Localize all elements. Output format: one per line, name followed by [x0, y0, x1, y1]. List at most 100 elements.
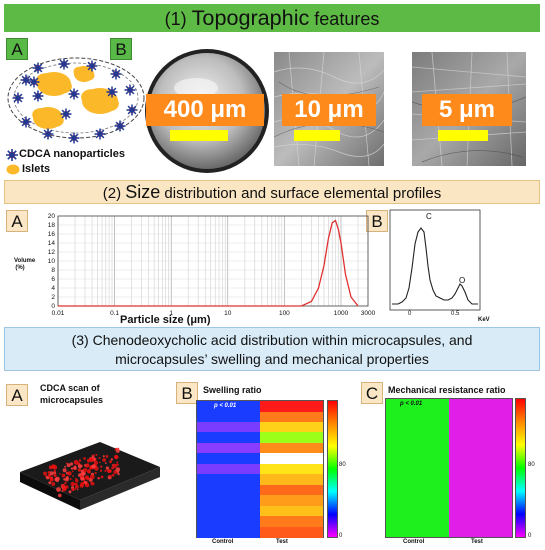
cdca-title-line-1: CDCA scan of	[40, 383, 100, 393]
edx-spectrum	[389, 209, 481, 311]
scale-label-5: 5 μm	[422, 94, 512, 126]
swelling-test-cell	[260, 516, 323, 528]
cdca-signal-dot	[108, 474, 112, 478]
cdca-signal-dot	[51, 482, 56, 486]
swelling-control-cell	[197, 401, 260, 412]
cdca-signal-dot	[75, 479, 79, 483]
psd-ytick-label: 8	[51, 267, 55, 274]
cdca-signal-dot	[61, 490, 64, 493]
cdca-signal-dot	[44, 475, 47, 478]
mechanical-xlabel-test: Test	[471, 539, 483, 545]
cdca-signal-dot	[54, 477, 59, 482]
cdca-signal-dot	[90, 482, 92, 484]
nanoparticle-icon	[32, 62, 44, 74]
cdca-signal-dot	[61, 473, 66, 478]
cdca-signal-dot	[107, 469, 112, 473]
swelling-scale-0: 0	[339, 533, 343, 539]
psd-xtick-label: 10	[224, 310, 232, 317]
swelling-control-cell	[197, 484, 260, 496]
mechanical-letter: C	[361, 382, 383, 404]
psd-ylabel: Volume (%)	[14, 258, 35, 272]
cdca-signal-dot	[75, 485, 79, 489]
nanoparticle-icon	[106, 86, 118, 98]
psd-ytick-label: 12	[48, 249, 56, 256]
cdca-signal-dot	[85, 463, 90, 468]
nanoparticle-icon	[58, 58, 70, 70]
cdca-signal-dot	[99, 461, 101, 464]
cdca-signal-dot	[74, 488, 77, 490]
swelling-control-cell	[197, 463, 260, 475]
section-2-main: Size	[125, 182, 161, 202]
cdca-signal-dot	[110, 458, 114, 461]
cdca-scan-image	[20, 442, 160, 510]
swelling-control-cell	[197, 411, 260, 423]
islet-legend-icon	[6, 164, 20, 175]
cdca-signal-dot	[97, 477, 100, 480]
edx-tick-0: 0	[408, 311, 412, 317]
section-2-rest: distribution and surface elemental profi…	[160, 185, 442, 202]
edx-peak-c: C	[426, 212, 432, 221]
swelling-test-cell	[260, 505, 323, 517]
nanoparticle-icon	[42, 128, 54, 140]
cdca-signal-dot	[62, 468, 67, 473]
size-letter-b: B	[366, 210, 388, 232]
psd-ytick-label: 4	[51, 285, 55, 292]
swelling-control-cell	[197, 453, 260, 465]
swelling-control-cell	[197, 442, 260, 454]
mechanical-xlabel-control: Control	[403, 539, 425, 545]
psd-ytick-label: 10	[48, 258, 56, 265]
cdca-signal-dot	[58, 493, 62, 498]
topo-letter-a: A	[6, 38, 28, 60]
cdca-signal-dot	[116, 470, 120, 474]
cdca-signal-dot	[104, 469, 107, 472]
psd-series-line	[58, 219, 359, 307]
cdca-signal-dot	[115, 448, 120, 453]
cdca-signal-dot	[111, 473, 115, 477]
scale-bar-10	[294, 130, 340, 141]
cdca-signal-dot	[83, 457, 86, 460]
psd-ytick-label: 14	[48, 240, 56, 247]
cdca-signal-dot	[62, 487, 67, 492]
nanoparticle-icon	[32, 90, 44, 102]
psd-ylabel-text: Volume (%)	[14, 258, 36, 271]
psd-ytick-label: 20	[48, 213, 56, 220]
cdca-signal-dot	[64, 465, 67, 468]
scale-label-400: 400 μm	[146, 94, 264, 126]
cdca-signal-dot	[116, 463, 119, 466]
nanoparticle-icon	[124, 84, 136, 96]
cdca-signal-dot	[70, 467, 74, 470]
edx-tick-05: 0.5	[451, 311, 460, 317]
section-2-prefix: (2)	[102, 185, 126, 202]
cdca-signal-dot	[105, 466, 110, 470]
mechanical-scale-80: 80	[528, 462, 535, 468]
swelling-test-cell	[260, 495, 323, 507]
nanoparticle-icon	[68, 88, 80, 100]
topo-letter-b: B	[110, 38, 132, 60]
nanoparticle-icon	[114, 120, 126, 132]
cdca-signal-dot	[56, 487, 61, 492]
swelling-test-column	[260, 401, 323, 538]
section-3-banner: (3) Chenodeoxycholic acid distribution w…	[4, 327, 540, 371]
swelling-heatmap	[196, 400, 324, 538]
section-1-rest: features	[309, 9, 380, 29]
swelling-test-cell	[260, 484, 323, 496]
cdca-signal-dot	[48, 481, 52, 485]
swelling-test-cell	[260, 442, 323, 454]
cdca-signal-dot	[47, 471, 50, 474]
nanoparticle-icon	[110, 68, 122, 80]
psd-ytick-label: 6	[51, 276, 55, 283]
cdca-signal-dot	[105, 455, 109, 458]
section-1-main: Topographic	[191, 5, 310, 30]
mechanical-title: Mechanical resistance ratio	[388, 385, 506, 395]
edx-peak-o: O	[459, 276, 466, 285]
cdca-signal-dot	[71, 470, 74, 473]
psd-ytick-label: 18	[48, 222, 56, 229]
cdca-signal-dot	[77, 468, 82, 472]
cdca-signal-dot	[86, 476, 90, 481]
mechanical-control-column	[386, 399, 449, 537]
cdca-signal-dot	[80, 476, 85, 481]
cdca-signal-dot	[59, 473, 61, 475]
cdca-signal-dot	[111, 466, 115, 470]
cdca-signal-dot	[65, 485, 69, 489]
psd-ytick-label: 16	[48, 231, 56, 238]
